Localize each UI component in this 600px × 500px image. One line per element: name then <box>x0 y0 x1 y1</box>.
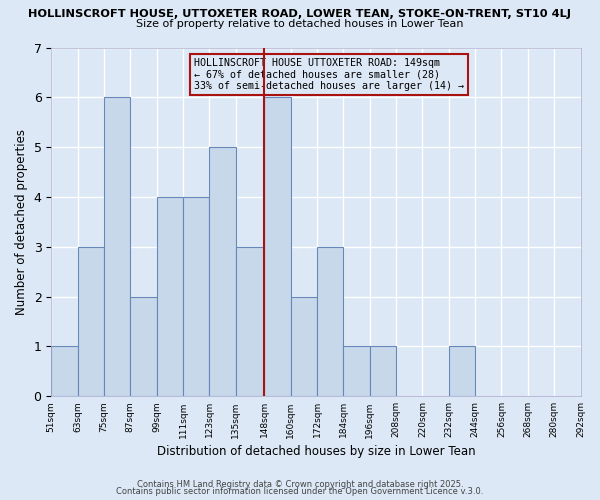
X-axis label: Distribution of detached houses by size in Lower Tean: Distribution of detached houses by size … <box>157 444 475 458</box>
Bar <box>51 346 77 397</box>
Text: Contains public sector information licensed under the Open Government Licence v.: Contains public sector information licen… <box>116 487 484 496</box>
Bar <box>317 247 343 396</box>
Bar <box>209 147 236 396</box>
Text: Size of property relative to detached houses in Lower Tean: Size of property relative to detached ho… <box>136 19 464 29</box>
Text: HOLLINSCROFT HOUSE, UTTOXETER ROAD, LOWER TEAN, STOKE-ON-TRENT, ST10 4LJ: HOLLINSCROFT HOUSE, UTTOXETER ROAD, LOWE… <box>29 9 571 19</box>
Bar <box>236 247 264 396</box>
Bar <box>157 197 183 396</box>
Bar <box>370 346 396 397</box>
Bar <box>130 296 157 396</box>
Bar <box>183 197 209 396</box>
Bar <box>343 346 370 397</box>
Bar <box>77 247 104 396</box>
Bar <box>264 98 290 397</box>
Bar <box>449 346 475 397</box>
Text: HOLLINSCROFT HOUSE UTTOXETER ROAD: 149sqm
← 67% of detached houses are smaller (: HOLLINSCROFT HOUSE UTTOXETER ROAD: 149sq… <box>194 58 464 91</box>
Text: Contains HM Land Registry data © Crown copyright and database right 2025.: Contains HM Land Registry data © Crown c… <box>137 480 463 489</box>
Y-axis label: Number of detached properties: Number of detached properties <box>15 129 28 315</box>
Bar <box>104 98 130 397</box>
Bar <box>290 296 317 396</box>
